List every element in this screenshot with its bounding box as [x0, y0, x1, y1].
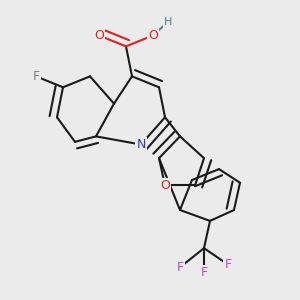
Text: F: F — [176, 261, 184, 274]
Text: O: O — [94, 29, 104, 42]
Text: F: F — [200, 266, 208, 279]
Text: O: O — [160, 179, 170, 192]
Text: F: F — [32, 70, 40, 83]
Text: F: F — [224, 258, 232, 271]
Text: N: N — [136, 138, 146, 151]
Text: O: O — [148, 29, 158, 42]
Text: H: H — [164, 17, 172, 27]
